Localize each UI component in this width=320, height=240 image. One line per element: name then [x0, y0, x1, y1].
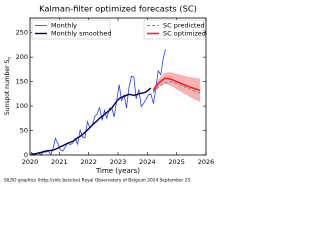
y-axis-label-main: Sunspot number S [4, 60, 11, 116]
legend-label: Monthly [51, 22, 77, 30]
forecast-range [153, 72, 201, 103]
y-axis-label: Sunspot number Sn [4, 57, 13, 115]
y-tick-label: 50 [20, 127, 28, 135]
footer: SILSO graphics (http://sidc.be/silso) Ro… [4, 178, 190, 184]
x-tick-label: 2021 [51, 158, 68, 166]
x-tick-label: 2022 [80, 158, 97, 166]
y-tick-label: 100 [16, 102, 28, 110]
y-axis-label-sub: n [7, 57, 12, 60]
series-line [31, 87, 152, 155]
y-tick-label: 0 [24, 151, 28, 159]
x-tick-label: 2024 [139, 158, 156, 166]
legend-label: Monthly smoothed [51, 30, 112, 38]
y-tick-label: 200 [16, 53, 28, 61]
y-tick-label: 150 [16, 78, 28, 86]
x-tick-label: 2025 [168, 158, 185, 166]
x-tick-label: 2023 [110, 158, 127, 166]
plot-frame [29, 17, 207, 156]
legend-box [31, 19, 111, 40]
x-axis-label: Time (years) [95, 167, 140, 175]
chart-title: Kalman-filter optimized forecasts (SC) [39, 4, 197, 14]
series-line [152, 81, 201, 94]
legend-label: SC optimized [163, 30, 206, 38]
y-tick-label: 250 [16, 29, 28, 37]
x-tick-label: 2026 [198, 158, 215, 166]
series-line [152, 77, 201, 92]
series-line [30, 49, 166, 156]
chart: Kalman-filter optimized forecasts (SC) T… [3, 3, 215, 184]
legend-label: SC predicted [163, 22, 205, 30]
x-tick-label: 2020 [22, 158, 39, 166]
